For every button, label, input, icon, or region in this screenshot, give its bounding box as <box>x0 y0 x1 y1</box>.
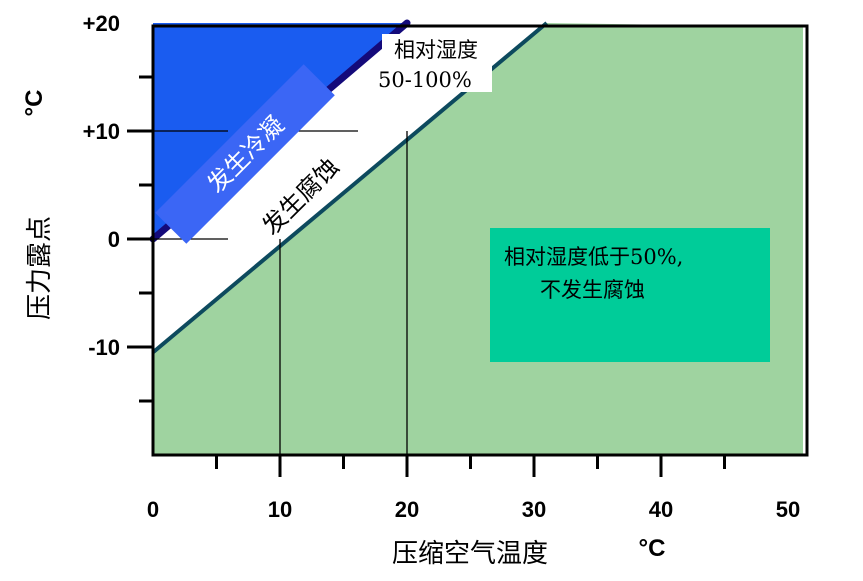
no-corrosion-note-box <box>490 228 770 362</box>
y-tick-label: 0 <box>108 227 120 252</box>
no-corrosion-label-line1: 相对湿度低于50%, <box>504 245 683 269</box>
humidity-range-label-line1: 相对湿度 <box>394 38 478 62</box>
x-tick-label: 0 <box>147 497 159 522</box>
x-tick-label: 40 <box>649 497 673 522</box>
y-tick-label: +20 <box>83 11 120 36</box>
x-tick-label: 10 <box>268 497 292 522</box>
x-tick-label: 30 <box>522 497 546 522</box>
x-axis-title: 压缩空气温度 <box>392 539 548 569</box>
humidity-range-label-bg <box>382 34 492 92</box>
chart-guides <box>153 130 408 455</box>
axis-ticks <box>127 75 726 477</box>
y-axis-unit: °C <box>21 90 48 117</box>
y-tick-label: -10 <box>88 335 120 360</box>
y-tick-label: +10 <box>83 119 120 144</box>
axis-tick-labels: 0 10 20 30 40 50 +20 +10 0 -10 <box>83 11 801 522</box>
x-tick-label: 50 <box>776 497 800 522</box>
humidity-range-label-line2: 50-100% <box>378 68 472 92</box>
condensation-label-bg <box>155 64 335 244</box>
x-axis-unit: °C <box>639 535 666 562</box>
y-axis-title: 压力露点 <box>25 216 55 320</box>
x-tick-label: 20 <box>395 497 419 522</box>
no-corrosion-label-line2: 不发生腐蚀 <box>540 278 645 302</box>
